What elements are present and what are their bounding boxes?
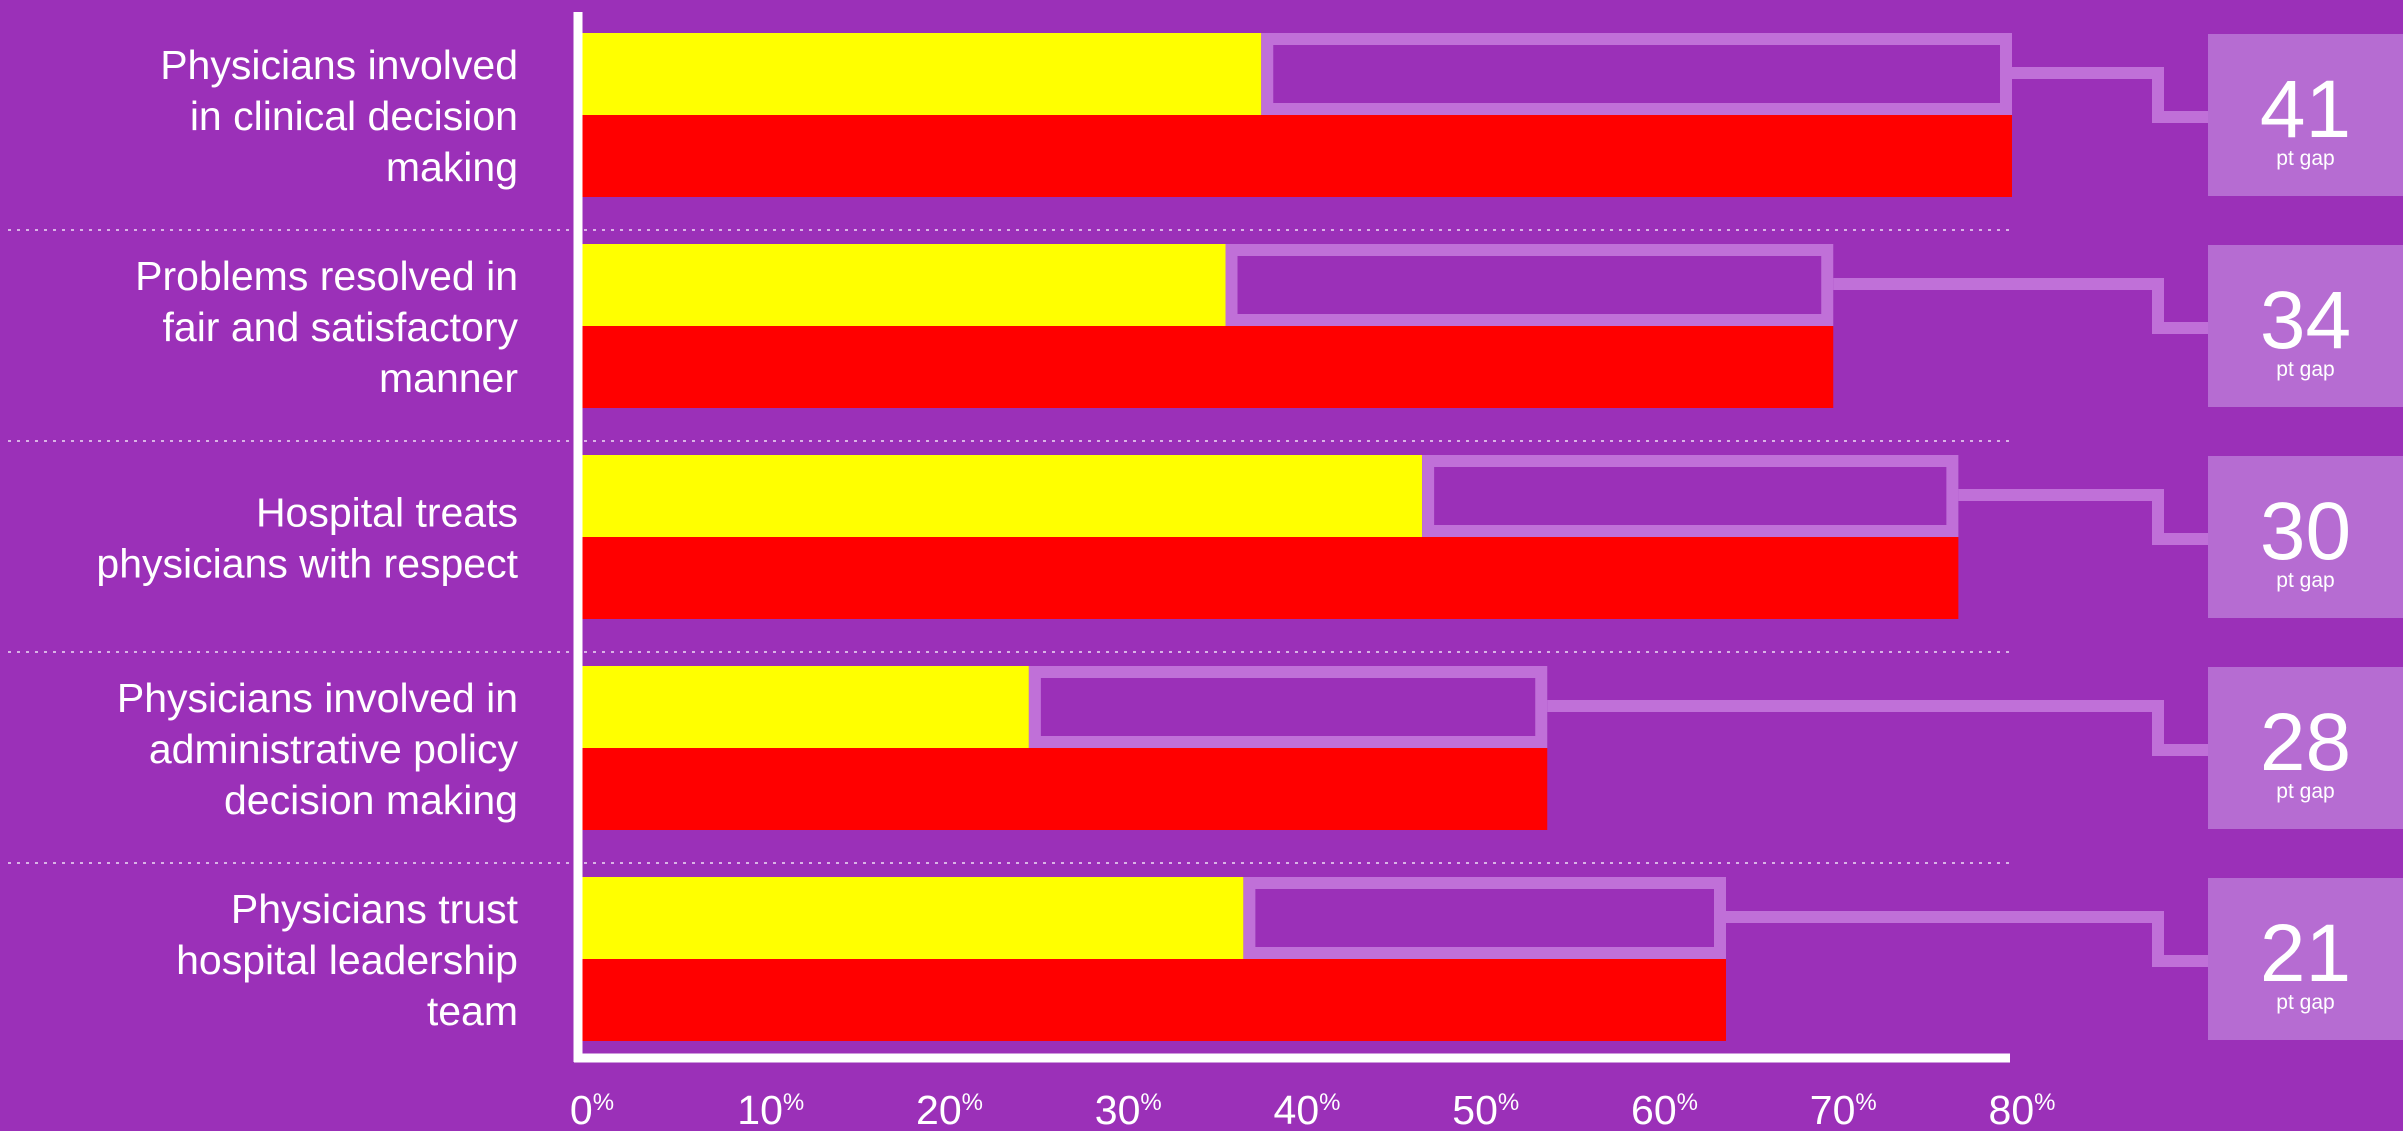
category-label-line: making	[386, 144, 518, 190]
x-tick-label: 40%	[1274, 1087, 1341, 1131]
category-label-line: manner	[379, 355, 518, 401]
x-tick-label: 20%	[916, 1087, 983, 1131]
gap-outline	[1422, 455, 1959, 537]
gap-value: 28	[2260, 697, 2351, 788]
gap-connector	[1726, 911, 2208, 967]
x-tick-label: 50%	[1452, 1087, 1519, 1131]
gap-box	[2208, 667, 2403, 829]
bar-series-2	[582, 115, 2012, 197]
gap-value: 21	[2260, 908, 2351, 999]
x-tick-label: 10%	[737, 1087, 804, 1131]
gap-unit-label: pt gap	[2276, 991, 2334, 1014]
gap-outline	[1261, 33, 2012, 115]
category-label-line: Hospital treats	[256, 489, 518, 535]
gap-outline	[1028, 666, 1548, 748]
x-tick-labels: 0% 10% 20% 30% 40% 50% 60% 70% 80%	[570, 1087, 2056, 1131]
bar-series-2	[582, 959, 1726, 1041]
category-label-line: fair and satisfactory	[163, 304, 519, 350]
category-label-line: hospital leadership	[176, 937, 518, 983]
category-label-line: decision making	[224, 777, 518, 823]
gap-connector	[1833, 278, 2208, 334]
gap-box	[2208, 34, 2403, 196]
gap-unit-label: pt gap	[2276, 358, 2334, 381]
category-label-line: in clinical decision	[190, 93, 518, 139]
gap-connector	[2012, 67, 2208, 123]
x-tick-label: 0%	[570, 1087, 614, 1131]
bar-series-1	[582, 455, 1423, 537]
category-label-line: Physicians involved	[160, 42, 518, 88]
category-label-line: team	[427, 988, 518, 1034]
gap-unit-label: pt gap	[2276, 569, 2334, 592]
category-label-line: administrative policy	[149, 726, 519, 772]
x-tick-label: 70%	[1810, 1087, 1877, 1131]
category-label-line: Physicians trust	[231, 886, 519, 932]
gap-box	[2208, 245, 2403, 407]
gap-box	[2208, 456, 2403, 618]
gap-unit-label: pt gap	[2276, 147, 2334, 170]
category-label-line: physicians with respect	[96, 540, 518, 586]
bar-series-1	[582, 877, 1244, 959]
bar-series-2	[582, 748, 1548, 830]
category-label-line: Problems resolved in	[135, 253, 518, 299]
bar-series-2	[582, 326, 1834, 408]
x-tick-label: 80%	[1989, 1087, 2056, 1131]
gap-connector	[1547, 700, 2208, 756]
gap-value: 30	[2260, 486, 2351, 577]
gap-value: 41	[2260, 64, 2351, 155]
x-tick-label: 30%	[1095, 1087, 1162, 1131]
row-separators	[8, 229, 2012, 864]
bar-series-1	[582, 33, 1262, 115]
bars-layer	[582, 33, 2208, 1041]
gap-connector	[1958, 489, 2208, 545]
bar-series-1	[582, 666, 1029, 748]
gap-box	[2208, 878, 2403, 1040]
category-labels: Physicians involved in clinical decision m…	[96, 42, 518, 1034]
gap-value: 34	[2260, 275, 2351, 366]
axes	[573, 12, 2010, 1063]
gap-outline	[1225, 244, 1834, 326]
bar-series-2	[582, 537, 1959, 619]
bar-series-1	[582, 244, 1226, 326]
x-tick-label: 60%	[1631, 1087, 1698, 1131]
gap-outline	[1243, 877, 1726, 959]
category-label-line: Physicians involved in	[117, 675, 518, 721]
gap-unit-label: pt gap	[2276, 780, 2334, 803]
